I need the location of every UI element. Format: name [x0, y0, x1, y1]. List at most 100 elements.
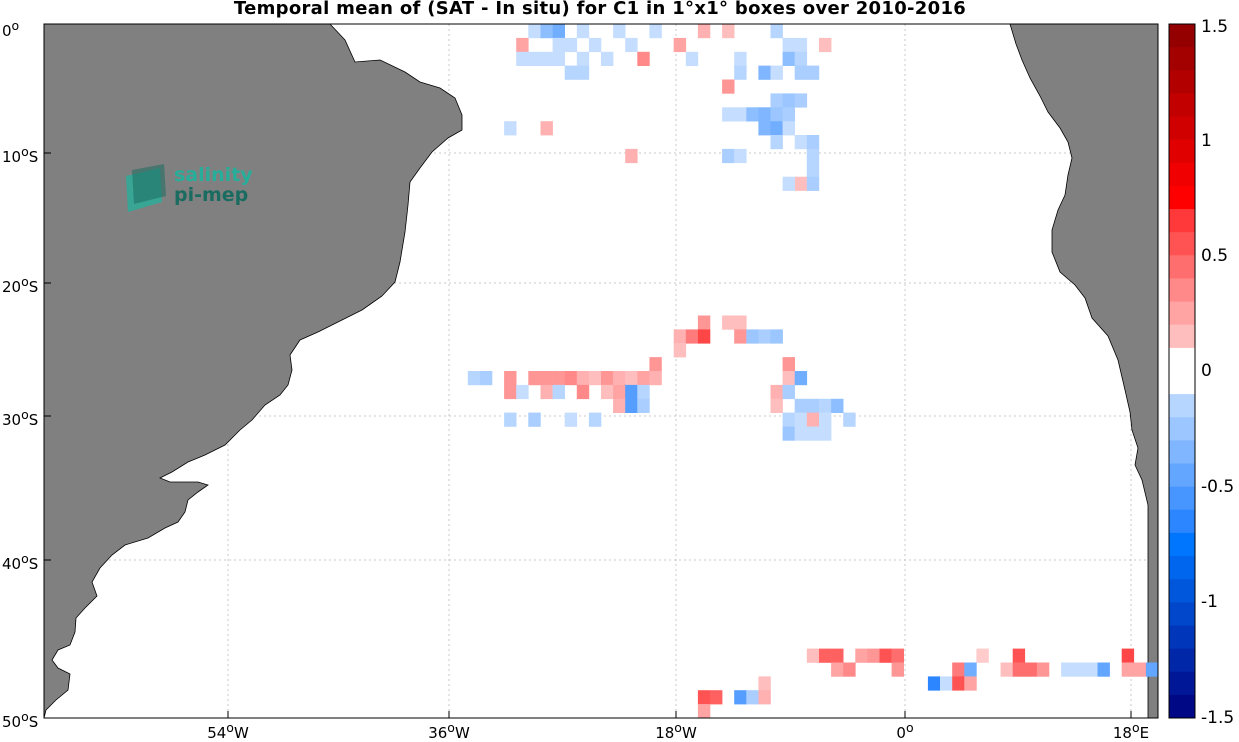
heatmap-cell — [782, 426, 795, 441]
heatmap-cell — [734, 148, 747, 164]
heatmap-cell — [1073, 662, 1086, 677]
colorbar-step — [1169, 324, 1195, 349]
heatmap-cell — [722, 315, 735, 330]
colorbar-step — [1169, 185, 1195, 210]
heatmap-cell — [516, 384, 529, 400]
heatmap-cell — [673, 37, 687, 53]
heatmap-cell — [770, 384, 783, 400]
heatmap-cell — [782, 176, 795, 191]
colorbar-step — [1169, 556, 1195, 580]
heatmap-cell — [794, 135, 808, 150]
heatmap-cell — [588, 412, 602, 427]
colorbar-step — [1169, 486, 1195, 511]
heatmap-cell — [782, 93, 795, 108]
heatmap-cell — [564, 37, 578, 53]
africa-land — [1009, 23, 1159, 719]
heatmap-cell — [734, 51, 747, 66]
heatmap-cell — [649, 357, 662, 372]
heatmap-cell — [734, 329, 747, 344]
heatmap-cell — [722, 79, 735, 94]
heatmap-cell — [649, 371, 662, 386]
heatmap-cell — [613, 398, 626, 413]
heatmap-cell — [1024, 662, 1038, 677]
heatmap-cell — [782, 412, 795, 427]
colorbar-step — [1169, 209, 1195, 233]
y-tick-label: 0o — [2, 18, 20, 40]
heatmap-cell — [540, 24, 553, 39]
heatmap-cell — [540, 51, 553, 66]
heatmap-cell — [746, 107, 759, 122]
colorbar-step — [1169, 70, 1195, 94]
heatmap-cell — [976, 648, 989, 663]
heatmap-cell — [1000, 662, 1013, 677]
heatmap-cell — [964, 662, 977, 677]
heatmap-cell — [758, 690, 771, 705]
heatmap-cell — [952, 662, 965, 677]
heatmap-cell — [770, 329, 783, 344]
heatmap-cell — [637, 51, 650, 66]
heatmap-cell — [782, 371, 795, 386]
heatmap-cell — [564, 65, 578, 80]
heatmap-cell — [722, 24, 735, 39]
heatmap-cell — [588, 37, 602, 53]
heatmap-cell — [819, 37, 832, 53]
heatmap-cell — [794, 65, 808, 80]
logo-text-line1: salinity — [174, 164, 253, 186]
colorbar-step — [1169, 24, 1195, 48]
map-title: Temporal mean of (SAT - In situ) for C1 … — [233, 0, 967, 19]
heatmap-cell — [552, 371, 565, 386]
heatmap-cell — [794, 51, 808, 66]
heatmap-cell — [770, 93, 783, 108]
colorbar-step — [1169, 648, 1195, 673]
heatmap-cell — [528, 24, 541, 39]
heatmap-cell — [576, 371, 590, 386]
colorbar-label: -1 — [1201, 592, 1218, 612]
heatmap-cell — [806, 412, 820, 427]
colorbar-label: 1.5 — [1201, 17, 1229, 37]
heatmap-cell — [758, 329, 771, 344]
heatmap-cell — [637, 398, 650, 413]
heatmap-cell — [637, 371, 650, 386]
heatmap-cell — [673, 343, 687, 358]
colorbar-step — [1169, 139, 1195, 164]
heatmap-cell — [1121, 648, 1135, 663]
heatmap-cell — [697, 690, 711, 705]
heatmap-cells — [467, 24, 1159, 719]
heatmap-cell — [479, 371, 493, 386]
heatmap-cell — [685, 51, 699, 66]
colorbar-label: 1 — [1201, 131, 1212, 151]
heatmap-cell — [540, 121, 553, 136]
heatmap-cell — [794, 176, 808, 191]
heatmap-cell — [722, 107, 735, 122]
heatmap-cell — [564, 371, 578, 386]
heatmap-cell — [1133, 662, 1147, 677]
colorbar-step — [1169, 47, 1195, 71]
heatmap-cell — [1121, 662, 1135, 677]
heatmap-cell — [927, 676, 941, 691]
heatmap-cell — [564, 412, 578, 427]
heatmap-cell — [697, 329, 711, 344]
colorbar-step — [1169, 694, 1195, 719]
colorbar-step — [1169, 371, 1195, 395]
heatmap-cell — [794, 426, 808, 441]
heatmap-cell — [770, 135, 783, 150]
heatmap-cell — [746, 329, 759, 344]
heatmap-cell — [794, 398, 808, 413]
colorbar-step — [1169, 417, 1195, 441]
heatmap-cell — [806, 65, 820, 80]
heatmap-cell — [576, 24, 590, 39]
heatmap-cell — [528, 371, 541, 386]
heatmap-cell — [843, 662, 856, 677]
colorbar-step — [1169, 93, 1195, 117]
heatmap-cell — [782, 357, 795, 372]
heatmap-cell — [722, 148, 735, 164]
heatmap-cell — [770, 65, 783, 80]
heatmap-cell — [758, 121, 771, 136]
colorbar-step — [1169, 625, 1195, 650]
heatmap-cell — [504, 121, 517, 136]
heatmap-cell — [625, 148, 638, 164]
heatmap-cell — [528, 51, 541, 66]
heatmap-cell — [528, 412, 541, 427]
y-tick-label: 40oS — [2, 551, 39, 573]
heatmap-cell — [782, 107, 795, 122]
